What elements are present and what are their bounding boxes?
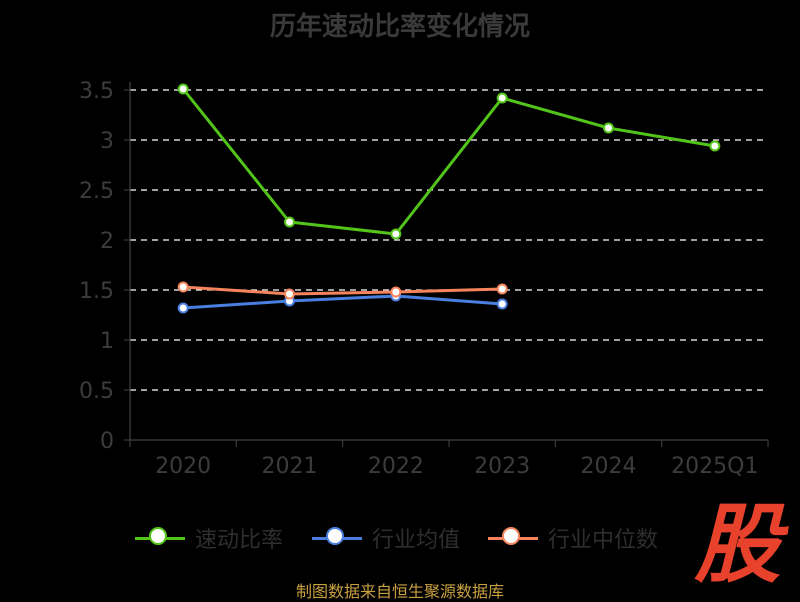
data-point-0 <box>177 83 189 95</box>
data-point-2 <box>390 286 402 298</box>
x-tick-label: 2023 <box>474 454 530 479</box>
y-tick-label: 3 <box>100 129 114 154</box>
x-tick-label: 2020 <box>155 454 211 479</box>
y-tick-label: 1.5 <box>79 279 114 304</box>
legend-item-industry-mean[interactable]: 行业均值 <box>312 518 460 558</box>
data-point-0 <box>496 92 508 104</box>
legend-label-industry-mean: 行业均值 <box>372 528 461 553</box>
y-tick-label: 1 <box>100 329 114 354</box>
x-tick-label: 2022 <box>368 454 424 479</box>
data-point-0 <box>284 216 295 228</box>
legend-line-industry-median <box>488 526 538 545</box>
chart-legend: 速动比率 行业均值 行业中位数 <box>0 518 800 558</box>
data-point-0 <box>390 228 402 240</box>
series-line-2 <box>183 285 503 296</box>
data-point-2 <box>496 283 508 295</box>
legend-marker-industry-mean <box>326 526 344 545</box>
legend-line-quick-ratio <box>135 526 185 545</box>
x-tick-label: 2025Q1 <box>671 454 758 479</box>
y-tick-label: 2 <box>100 229 114 254</box>
data-point-0 <box>709 140 721 152</box>
data-source-note: 制图数据来自恒生聚源数据库 <box>295 582 504 601</box>
data-point-1 <box>177 302 189 314</box>
legend-item-quick-ratio[interactable]: 速动比率 <box>135 518 283 558</box>
legend-marker-industry-median <box>502 526 520 545</box>
legend-item-industry-median[interactable]: 行业中位数 <box>488 518 658 558</box>
chart-title: 历年速动比率变化情况 <box>269 12 530 42</box>
brand-logo: 股 <box>694 495 781 595</box>
legend-label-industry-median: 行业中位数 <box>548 528 659 553</box>
x-tick-label: 2024 <box>581 454 637 479</box>
data-point-2 <box>177 281 189 293</box>
data-point-1 <box>496 298 508 310</box>
data-point-0 <box>603 122 614 134</box>
series-line-0 <box>181 88 716 236</box>
x-tick-label: 2021 <box>262 454 318 479</box>
data-point-2 <box>284 288 295 300</box>
y-tick-label: 0 <box>100 429 114 454</box>
y-tick-label: 3.5 <box>79 79 114 104</box>
legend-line-industry-mean <box>312 526 362 545</box>
y-tick-label: 2.5 <box>79 179 114 204</box>
series-line-1 <box>183 294 503 310</box>
legend-marker-quick-ratio <box>149 526 167 545</box>
legend-label-quick-ratio: 速动比率 <box>195 528 284 553</box>
y-tick-label: 0.5 <box>79 379 114 404</box>
